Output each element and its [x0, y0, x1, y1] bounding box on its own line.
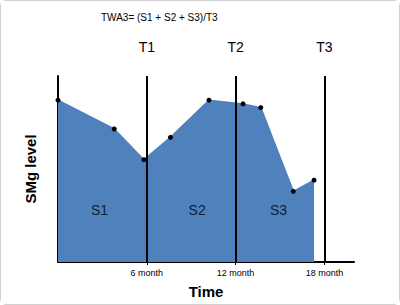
- svg-text:Time: Time: [189, 283, 224, 300]
- svg-text:T1: T1: [139, 39, 156, 55]
- svg-text:TWA3= (S1 + S2 + S3)/T3: TWA3= (S1 + S2 + S3)/T3: [101, 12, 218, 23]
- svg-text:6 month: 6 month: [131, 268, 164, 278]
- svg-text:12 month: 12 month: [217, 268, 255, 278]
- svg-text:SMg level: SMg level: [22, 134, 39, 203]
- svg-text:18 month: 18 month: [306, 268, 344, 278]
- svg-text:T2: T2: [227, 39, 244, 55]
- svg-text:S2: S2: [189, 202, 206, 218]
- svg-text:S1: S1: [91, 202, 108, 218]
- svg-text:T3: T3: [316, 39, 333, 55]
- svg-text:S3: S3: [270, 202, 287, 218]
